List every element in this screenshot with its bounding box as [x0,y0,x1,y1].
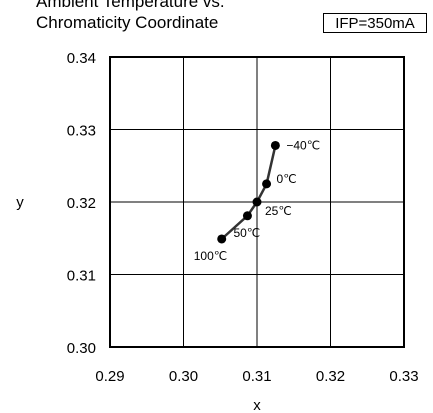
x-tick-label: 0.31 [242,368,271,385]
series-group: 100℃ 50℃ 25℃ 0℃ −40℃ [194,138,320,263]
data-point-label: 50℃ [233,226,260,240]
y-tick-label: 0.33 [67,123,96,140]
data-point [262,179,272,189]
data-point [252,197,262,207]
data-point-label: 25℃ [265,204,292,218]
y-tick-label: 0.30 [67,340,96,357]
data-point-label: −40℃ [286,138,320,152]
y-axis-title: y [16,194,24,211]
x-axis-title: x [253,397,261,413]
y-axis-ticks: 0.34 0.33 0.32 0.31 0.30 [67,50,96,357]
y-tick-label: 0.32 [67,195,96,212]
x-tick-label: 0.30 [169,368,198,385]
data-point [242,211,252,221]
x-axis-ticks: 0.29 0.30 0.31 0.32 0.33 [95,368,418,385]
condition-label: IFP=350mA [323,13,427,33]
data-point [217,234,227,244]
y-tick-label: 0.31 [67,268,96,285]
data-point-label: 0℃ [277,172,297,186]
chart-title-line1: Ambient Temperature vs. [36,0,225,11]
y-tick-label: 0.34 [67,50,96,67]
chart-title-line2: Chromaticity Coordinate [36,13,219,32]
data-point-label: 100℃ [194,249,228,263]
x-tick-label: 0.29 [95,368,124,385]
x-tick-label: 0.32 [316,368,345,385]
x-tick-label: 0.33 [389,368,418,385]
data-point [270,140,280,150]
plot-frame [109,56,405,348]
